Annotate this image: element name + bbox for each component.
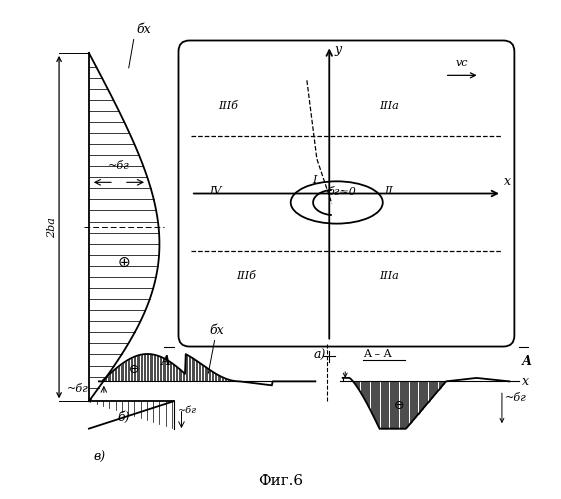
Text: IIIб: IIIб	[236, 270, 256, 280]
Text: А: А	[161, 355, 171, 368]
Text: x: x	[504, 175, 512, 188]
Text: бх: бх	[210, 323, 224, 337]
Text: ⊕: ⊕	[117, 254, 130, 269]
Text: ⊖: ⊖	[394, 399, 404, 412]
Text: vс: vс	[456, 58, 468, 68]
Text: бх: бх	[136, 22, 151, 35]
Text: в): в)	[94, 451, 106, 464]
Text: б): б)	[117, 411, 130, 424]
Text: ⊖: ⊖	[128, 363, 139, 376]
Text: 2bа: 2bа	[47, 217, 57, 238]
Text: II: II	[385, 186, 393, 196]
Text: Фиг.6: Фиг.6	[258, 474, 303, 488]
Text: x: x	[522, 375, 529, 388]
Text: ~бг: ~бг	[108, 161, 130, 171]
Text: ~бг: ~бг	[177, 406, 196, 415]
Text: IIIб: IIIб	[218, 101, 238, 111]
Text: а): а)	[313, 348, 325, 361]
Text: ~бг: ~бг	[67, 384, 89, 394]
Text: IV: IV	[210, 186, 222, 196]
Text: IIIа: IIIа	[379, 101, 399, 111]
Text: y: y	[334, 43, 341, 56]
Text: А: А	[522, 355, 532, 368]
Text: ~бг: ~бг	[504, 393, 526, 403]
Text: бг≈0: бг≈0	[327, 187, 356, 197]
Text: IIIа: IIIа	[379, 270, 399, 280]
Text: A – A: A – A	[362, 349, 391, 359]
Text: I: I	[312, 175, 316, 185]
